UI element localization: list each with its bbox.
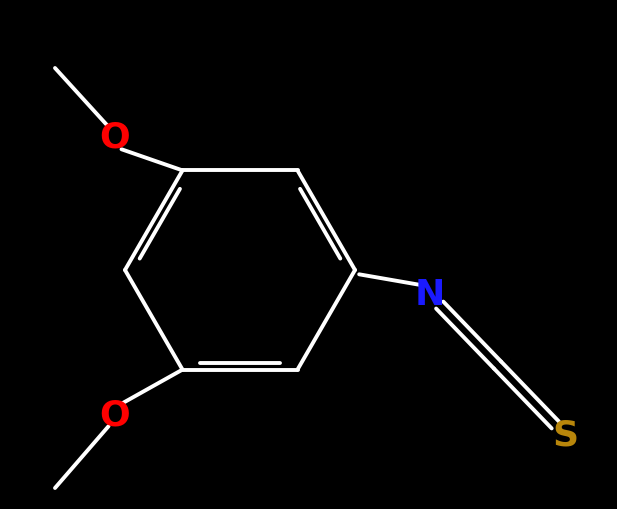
Text: S: S	[552, 418, 578, 452]
Text: O: O	[99, 121, 130, 155]
Text: O: O	[99, 398, 130, 432]
Text: N: N	[415, 278, 445, 312]
